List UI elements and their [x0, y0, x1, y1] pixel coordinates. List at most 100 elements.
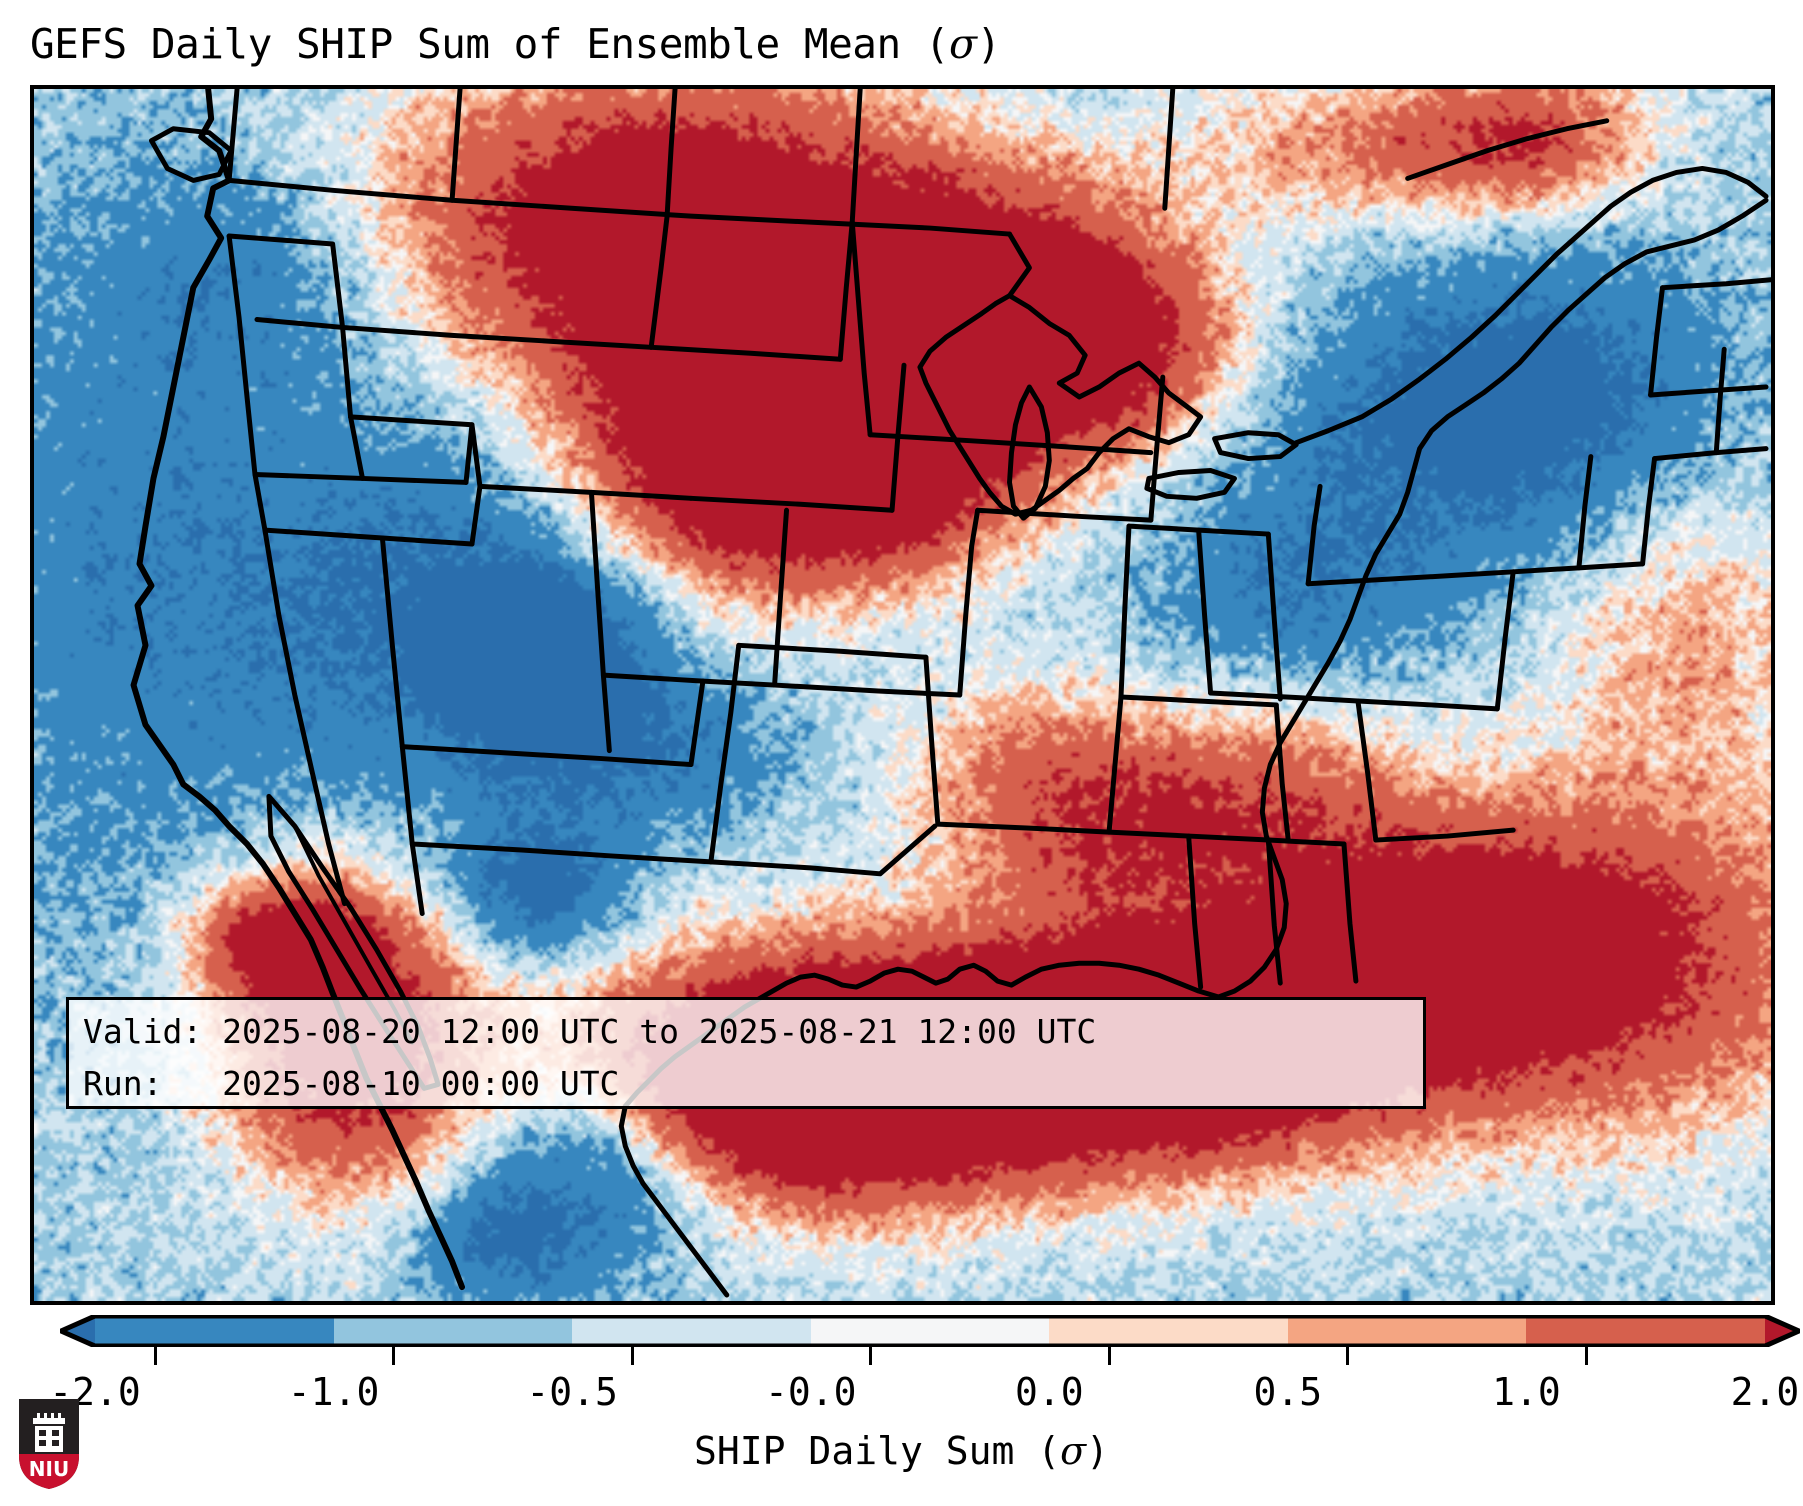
geo-path: [1186, 833, 1204, 990]
geo-path: [409, 841, 714, 865]
geo-path: [772, 682, 963, 698]
colorbar-tick-label-2: -0.5: [526, 1370, 618, 1414]
geo-path: [148, 126, 234, 183]
geo-path: [618, 1103, 730, 1298]
colorbar-tick-label-1: -1.0: [287, 1370, 380, 1414]
geo-path: [1196, 527, 1214, 696]
page-title: GEFS Daily SHIP Sum of Ensemble Mean (σ): [30, 16, 1775, 72]
colorbar-tick-4: [1107, 1347, 1111, 1365]
valid-line: Valid: 2025-08-20 12:00 UTC to 2025-08-2…: [83, 1012, 1097, 1051]
geo-path: [648, 344, 843, 362]
niu-logo-text: NIU: [29, 1457, 69, 1481]
geo-path: [917, 293, 1204, 517]
colorbar-axis-label: SHIP Daily Sum (σ): [0, 1424, 1803, 1478]
geo-path: [226, 177, 1012, 237]
geo-path: [1106, 694, 1124, 835]
annotation-box: Valid: 2025-08-20 12:00 UTC to 2025-08-2…: [66, 997, 1426, 1109]
colorbar-ticks: [60, 1347, 1800, 1365]
geo-path: [1652, 446, 1769, 462]
niu-logo: NIU: [19, 1399, 79, 1489]
geo-path: [1648, 384, 1769, 398]
geo-path: [1355, 698, 1500, 712]
geo-path: [588, 489, 612, 754]
geo-path: [1373, 827, 1516, 843]
geo-path: [1144, 467, 1237, 501]
geo-path: [340, 324, 654, 350]
colorbar-label-text: SHIP Daily Sum (: [694, 1429, 1061, 1473]
colorbar-tick-1: [392, 1347, 396, 1365]
geo-path: [463, 422, 475, 485]
geo-path: [399, 744, 694, 768]
colorbar-segments: [95, 1315, 1766, 1347]
geo-path: [1212, 430, 1299, 462]
run-line: Run: 2025-08-10 00:00 UTC: [83, 1064, 620, 1103]
geo-path: [1007, 231, 1032, 299]
geo-path: [348, 414, 365, 481]
colorbar-segment-1: [333, 1315, 573, 1347]
geo-path: [254, 316, 346, 330]
title-text-after: ): [976, 20, 1002, 68]
geo-path: [226, 89, 240, 183]
colorbar-under-arrow: [60, 1315, 95, 1347]
colorbar-label-text-after: ): [1086, 1429, 1109, 1473]
geo-path: [1007, 384, 1052, 521]
geo-path: [1648, 285, 1665, 398]
geo-path: [1305, 569, 1516, 587]
geo-path: [688, 495, 895, 513]
geo-path: [708, 823, 938, 877]
geo-path: [957, 507, 981, 698]
colorbar-segment-6: [1526, 1315, 1766, 1347]
geo-path: [348, 414, 483, 489]
colorbar-segment-5: [1287, 1315, 1527, 1347]
colorbar-segment-3: [810, 1315, 1050, 1347]
geo-path: [708, 642, 742, 865]
sigma-symbol-axis: σ: [1060, 1429, 1087, 1473]
geo-path: [226, 233, 354, 420]
geo-path: [849, 219, 873, 438]
geo-path: [1118, 694, 1279, 708]
colorbar-tick-5: [1346, 1347, 1350, 1365]
sigma-symbol: σ: [949, 20, 977, 68]
geo-path: [379, 535, 425, 917]
colorbar-tick-0: [153, 1347, 157, 1365]
geo-path: [849, 89, 863, 225]
geo-path: [1640, 456, 1658, 567]
geo-path: [1265, 837, 1283, 986]
geo-path: [469, 483, 483, 547]
geo-path: [1355, 698, 1379, 843]
geo-path: [1118, 523, 1132, 700]
title-text: GEFS Daily SHIP Sum of Ensemble Mean (: [30, 20, 950, 68]
map-panel: Valid: 2025-08-20 12:00 UTC to 2025-08-2…: [30, 85, 1775, 1305]
geo-path: [837, 219, 855, 362]
geo-path: [664, 89, 678, 219]
geo-path: [262, 527, 475, 547]
map-raster: [34, 89, 1771, 1301]
geo-path: [867, 432, 1154, 456]
geo-path: [1576, 454, 1594, 571]
colorbar-tick-label-5: 0.5: [1253, 1370, 1323, 1414]
geo-path: [648, 213, 670, 350]
geo-path: [1106, 829, 1347, 847]
geo-path: [477, 483, 694, 501]
colorbar-tick-label-6: 1.0: [1492, 1370, 1561, 1414]
colorbar-tick-label-7: 2.0: [1730, 1370, 1800, 1414]
colorbar-tick-6: [1584, 1347, 1588, 1365]
geo-path: [772, 507, 790, 688]
geo-path: [1293, 165, 1769, 446]
geo-path: [688, 678, 706, 768]
colorbar-tick-2: [630, 1347, 634, 1365]
geo-path: [1494, 569, 1516, 712]
geo-path: [449, 89, 463, 203]
geo-path: [262, 527, 348, 907]
geo-path: [1162, 89, 1176, 211]
colorbar-segment-4: [1049, 1315, 1288, 1347]
geo-path: [923, 654, 941, 827]
geo-path: [1660, 277, 1771, 291]
colorbar-segment-2: [572, 1315, 811, 1347]
geo-path: [975, 507, 1154, 523]
colorbar-tick-label-3: -0.0: [764, 1370, 857, 1414]
geo-path: [1148, 374, 1166, 523]
geo-path: [1341, 841, 1359, 984]
geo-path: [736, 642, 929, 660]
